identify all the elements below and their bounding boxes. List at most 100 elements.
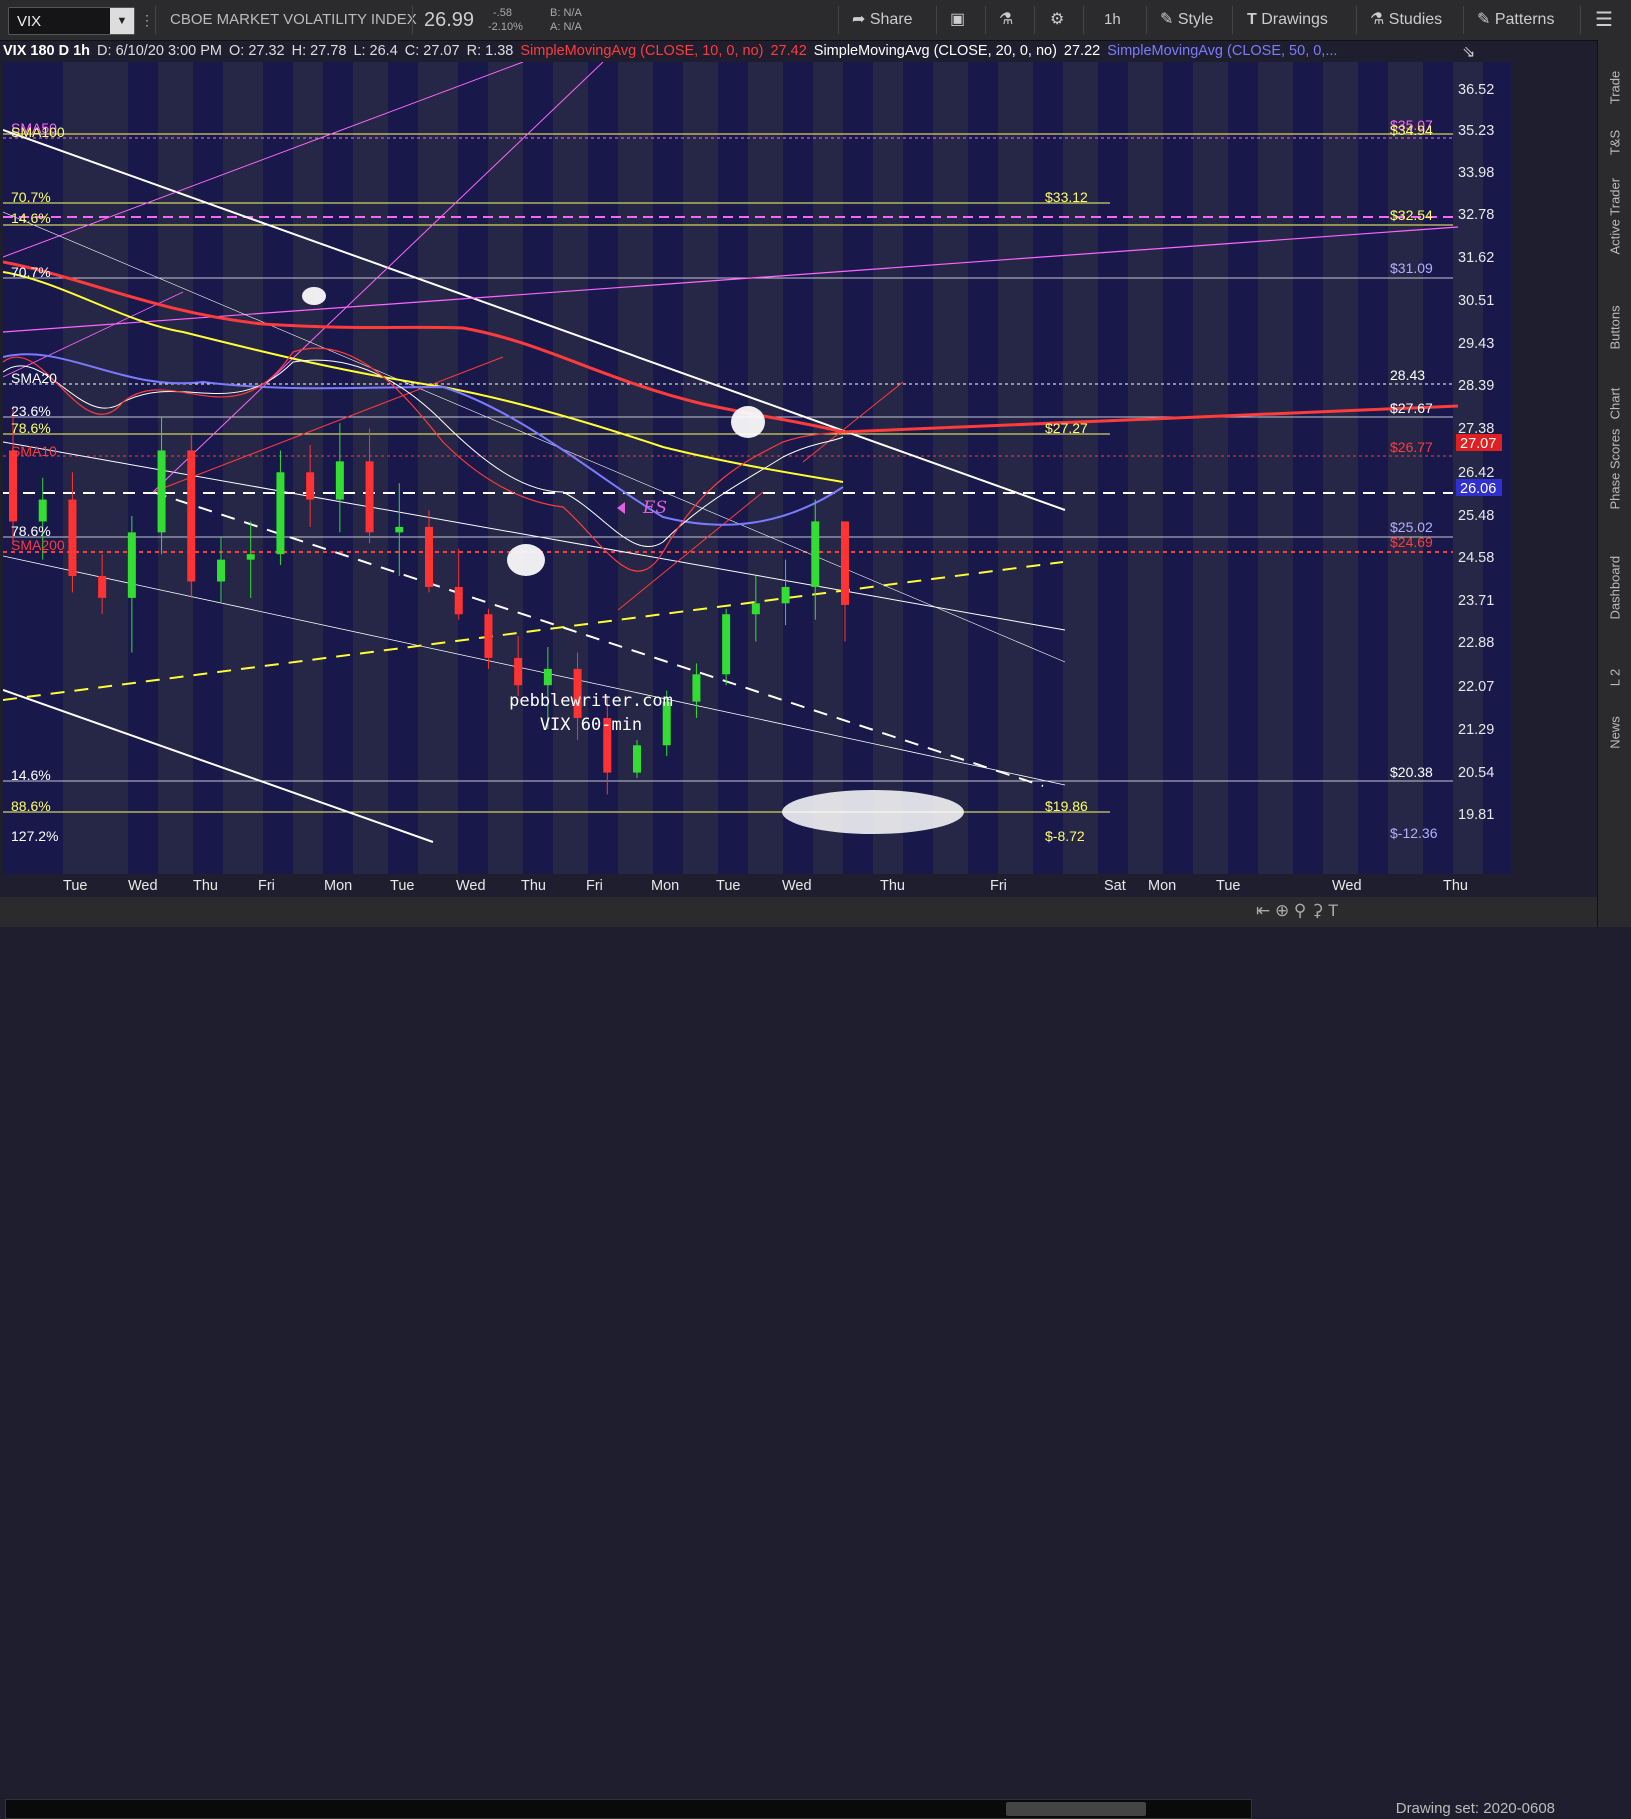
menu-icon[interactable]: ☰ (1595, 9, 1613, 31)
price-tick-label: 27.38 (1458, 421, 1494, 437)
time-tick-label: Mon (1148, 878, 1177, 894)
side-tab-buttons[interactable]: Buttons (1607, 305, 1623, 350)
side-tab-dashboard[interactable]: Dashboard (1607, 555, 1623, 620)
bid-value: B: N/A (550, 7, 582, 19)
side-tab-t-s[interactable]: T&S (1607, 129, 1623, 156)
interval-selector[interactable]: 1h (1104, 11, 1121, 28)
flask-button[interactable]: ⚗ (999, 0, 1013, 40)
price-tick-label: 29.43 (1458, 336, 1494, 352)
grip-icon[interactable]: ⋮ (140, 12, 154, 28)
session-band (1483, 62, 1511, 874)
zoom-tools[interactable]: ⇤ ⊕ ⚲ ⚳ T (1256, 901, 1339, 920)
collapse-icon[interactable]: ⇘ (1462, 44, 1476, 61)
level-label: $26.77 (1390, 439, 1433, 455)
divider (1580, 6, 1581, 34)
top-toolbar: VIX ▼ ⋮ CBOE MARKET VOLATILITY INDEX 26.… (0, 0, 1631, 41)
candle-body (603, 717, 612, 773)
candle-body (841, 521, 849, 605)
share-button[interactable]: ➦ Share (852, 0, 913, 40)
level-label: 78.6% (11, 420, 51, 436)
level-label: $27.27 (1045, 420, 1088, 436)
side-tab-trade[interactable]: Trade (1607, 70, 1623, 105)
sma10-label[interactable]: SimpleMovingAvg (CLOSE, 10, 0, no) (520, 43, 764, 59)
settings-button[interactable]: ⚙ (1050, 0, 1064, 40)
patterns-button[interactable]: ✎ Patterns (1477, 0, 1554, 40)
price-tick-label: 35.23 (1458, 123, 1494, 139)
bar-low: L: 26.4 (353, 43, 398, 59)
session-band (783, 62, 813, 874)
sma50-line (3, 353, 844, 526)
ask-value: A: N/A (550, 21, 582, 33)
side-tab-l-2[interactable]: L 2 (1607, 668, 1623, 687)
level-label: 70.7% (11, 189, 51, 205)
trendline (152, 356, 504, 493)
price-tick-label: 24.58 (1458, 550, 1494, 566)
candle-body (662, 701, 671, 746)
candle-body (425, 526, 433, 587)
session-band (1033, 62, 1063, 874)
time-tick-label: Fri (258, 878, 275, 894)
sma20-label[interactable]: SimpleMovingAvg (CLOSE, 20, 0, no) (813, 43, 1057, 59)
candle-body (98, 576, 107, 598)
divider (1232, 6, 1233, 34)
divider (155, 6, 156, 34)
session-band (1423, 62, 1453, 874)
marker-oval (507, 544, 545, 576)
session-band (3, 62, 33, 874)
time-tick-label: Wed (128, 878, 158, 894)
price-chart[interactable]: pebblewriter.com VIX 60-min ES 36.52 35.2… (3, 62, 1511, 874)
chart-scrollbar[interactable] (5, 1799, 1252, 1819)
divider (985, 6, 986, 34)
level-label: SMA200 (11, 537, 65, 553)
candle-body (484, 614, 493, 658)
candle-body (543, 668, 552, 686)
drawing-set-label: Drawing set: 2020-0608 (1395, 1800, 1555, 1817)
bar-range: R: 1.38 (466, 43, 514, 59)
screenshot-button[interactable]: ▣ (950, 0, 965, 40)
side-tab-phase-scores[interactable]: Phase Scores (1607, 428, 1623, 510)
candle-body (127, 532, 136, 598)
style-button[interactable]: ✎ Style (1160, 0, 1213, 40)
session-band (1098, 62, 1128, 874)
level-label: 28.43 (1390, 367, 1425, 383)
candle-body (246, 554, 255, 560)
side-tab-news[interactable]: News (1607, 716, 1623, 749)
symbol-input[interactable]: VIX ▼ (8, 7, 135, 35)
candle-body (751, 603, 760, 615)
level-label: 70.7% (11, 264, 51, 280)
time-tick-label: Thu (521, 878, 546, 894)
bar-close: C: 27.07 (404, 43, 460, 59)
time-tick-label: Tue (390, 878, 415, 894)
scrollbar-thumb[interactable] (1006, 1802, 1146, 1816)
price-tags: 27.07 26.06 (1456, 434, 1502, 497)
candle-body (722, 614, 731, 675)
time-tick-label: Wed (1332, 878, 1362, 894)
time-tick-label: Fri (586, 878, 603, 894)
bar-date: D: 6/10/20 3:00 PM (97, 43, 222, 59)
side-tab-chart[interactable]: Chart (1607, 387, 1623, 420)
level-label: $19.86 (1045, 798, 1088, 814)
session-band (903, 62, 933, 874)
level-label: $25.02 (1390, 519, 1433, 535)
studies-label: Studies (1388, 11, 1443, 28)
session-band (1358, 62, 1388, 874)
session-band (263, 62, 293, 874)
candle-body (9, 450, 17, 522)
drawings-label: Drawings (1261, 11, 1328, 28)
price-tick-label: 31.62 (1458, 250, 1494, 266)
side-tab-active-trader[interactable]: Active Trader (1607, 177, 1623, 255)
studies-button[interactable]: ⚗ Studies (1370, 0, 1442, 40)
chart-info-bar: VIX 180 D 1h D: 6/10/20 3:00 PM O: 27.32 H:… (3, 40, 1511, 62)
price-tick-label: 20.54 (1458, 765, 1494, 781)
drawings-button[interactable]: T Drawings (1247, 0, 1328, 40)
chevron-down-icon[interactable]: ▼ (110, 8, 134, 34)
time-tick-label: Mon (324, 878, 353, 894)
left-level-labels: SMA50SMA10070.7%14.6%70.7%SMA2023.6%78.6… (11, 120, 65, 844)
session-band (968, 62, 998, 874)
candle-body (306, 472, 315, 500)
mid-level-labels: $33.12 $27.27 $19.86 $-8.72 (1045, 189, 1088, 844)
price-tick-label: 25.48 (1458, 508, 1494, 524)
marker-oval (782, 790, 964, 834)
level-label: SMA100 (11, 124, 65, 140)
sma50-label[interactable]: SimpleMovingAvg (CLOSE, 50, 0,... (1107, 43, 1338, 59)
